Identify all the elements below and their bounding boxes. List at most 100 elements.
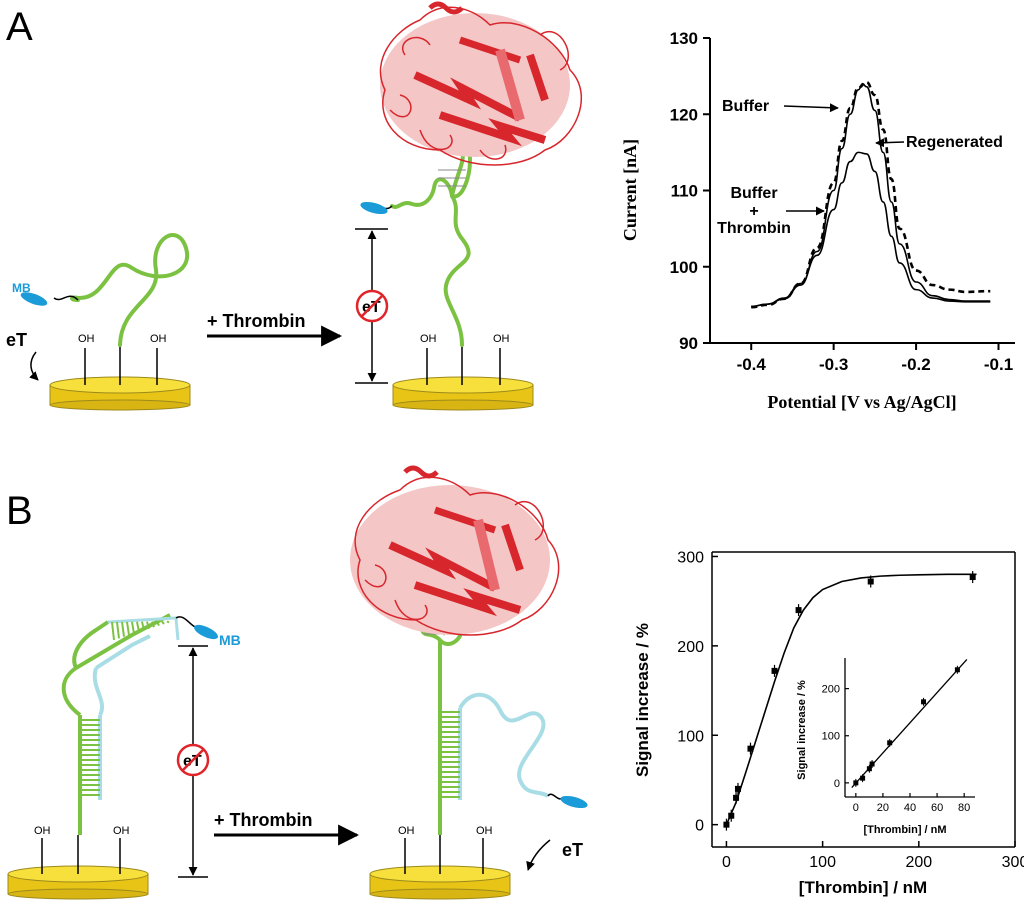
oh-group-b-left-1: OH [34,825,51,874]
inset-data-point [866,766,872,772]
svg-text:OH: OH [150,333,167,345]
chart-b-inset: 0 100 200 0 20 40 60 80 [Thrombin] / nM Signal… [796,658,975,836]
thrombin-label-b: + Thrombin [214,810,313,830]
chart-a-y-tick-label: 100 [670,258,698,277]
chart-a-y-label: Current [nA] [620,139,640,241]
et-label-b: eT [562,840,583,860]
chart-a-annotation-buffer2: Buffer [730,185,777,202]
chart-a-annotation-regenerated: Regenerated [906,134,1003,151]
inset-data-point [860,775,866,781]
electron-transfer-arrow-b [526,839,551,871]
duplex-probe-b-left [61,613,201,835]
chart-b-data-point [969,574,976,581]
gold-electrode-b-left [7,865,149,900]
svg-text:OH: OH [476,825,493,837]
inset-x-tick-label: 40 [904,802,916,814]
chart-b-y-tick-label: 100 [677,728,704,745]
inset-data-point [921,699,927,705]
inset-y-tick-label: 200 [822,684,840,696]
chart-a-series-line-3 [751,151,991,308]
chart-b-data-point [795,607,802,614]
chart-b-data-point [771,667,778,674]
mb-linker [53,295,79,301]
chart-a-annotation-thrombin: Thrombin [717,220,791,237]
chart-b-data-point [728,812,735,819]
chart-a-x-tick-label: -0.4 [737,355,767,374]
chart-b-data-point [734,785,741,792]
base-pair-rung [146,621,150,630]
chart-a-series-line-1 [751,82,991,308]
chart-b-y-tick-label: 0 [695,818,704,835]
chart-a-arrow-regenerated [875,138,905,148]
base-pair-rung [131,621,135,634]
thrombin-protein-b [350,465,560,636]
inset-data-point [869,761,875,767]
base-pair-rung [116,621,120,639]
chart-a-x-tick-label: -0.3 [819,355,848,374]
chart-a-y-tick-label: 130 [670,29,698,48]
base-pair-rung [141,621,145,631]
inset-y-tick-label: 100 [822,731,840,743]
bound-aptamer-b-right [420,612,563,835]
distance-marker-b: eT [176,645,210,878]
base-pair-rung [156,621,160,627]
base-pair-rung [136,621,140,633]
inset-data-point [954,667,960,673]
chart-a-annotation-plus: + [749,203,758,220]
chart-a-y-tick-label: 120 [670,105,698,124]
chart-b-x-tick-label: 300 [1002,854,1024,871]
g-quadruplex-left [390,177,454,209]
methylene-blue-tag [20,292,48,306]
svg-text:OH: OH [78,333,95,345]
base-pair-rung [166,620,170,624]
chart-a-annotation-buffer: Buffer [722,98,769,115]
chart-b-data-point [867,578,874,585]
methylene-blue-tag-a-right [360,201,388,215]
inset-x-tick-label: 80 [958,802,970,814]
oh-group-b-right-1: OH [398,825,415,874]
svg-text:OH: OH [398,825,415,837]
gold-electrode-a-right [392,376,534,411]
chart-b-data-point [723,821,730,828]
methylene-blue-tag-b-right [560,795,588,809]
panel-a-letter: A [6,5,33,49]
chart-b-x-tick-label: 100 [809,854,836,871]
inset-x-tick-label: 0 [853,802,859,814]
inset-x-tick-label: 20 [877,802,889,814]
inset-data-point [853,780,859,786]
base-pair-rung [111,621,115,641]
chart-a-x-tick-label: -0.2 [901,355,930,374]
base-pair-rung [161,620,165,625]
chart-b-y-tick-label: 300 [677,549,704,566]
oh-group-b-right-2: OH [476,825,493,874]
chart-b-x-tick-label: 0 [722,854,731,871]
base-pair-rung [121,621,125,637]
oh-group-a-left-1: OH [78,333,95,385]
chart-b-x-label: [Thrombin] / nM [799,878,927,897]
unfolded-aptamer-strand [70,233,190,347]
folded-aptamer-stem [443,194,471,347]
chart-b-y-label: Signal increase / % [633,623,652,777]
g-quartet-lines [438,169,466,187]
chart-b-fit-curve [725,573,977,825]
chart-b-data-point [733,794,740,801]
svg-text:OH: OH [113,825,130,837]
chart-a-y-tick-label: 110 [671,182,698,201]
thrombin-label-a: + Thrombin [207,311,306,331]
chart-b-data-point [747,745,754,752]
electron-transfer-arrow-a [29,351,39,381]
inset-data-point [887,740,893,746]
chart-a-y-tick-label: 90 [679,334,698,353]
chart-a-arrow-buffer [783,103,839,113]
chart-a-voltammogram: 90 100 110 120 130 -0.4 -0.3 -0.2 -0.1 Potentia… [620,29,1015,412]
chart-a-x-label: Potential [V vs Ag/AgCl] [767,392,956,412]
base-pair-rung [151,621,155,628]
distance-marker-a: eT [355,228,389,384]
oh-group-a-left-2: OH [150,333,167,385]
mb-label: MB [12,281,31,295]
chart-b-x-tick-label: 200 [905,854,932,871]
oh-group-a-right-2: OH [493,333,510,385]
mb-label-b: MB [219,632,241,648]
